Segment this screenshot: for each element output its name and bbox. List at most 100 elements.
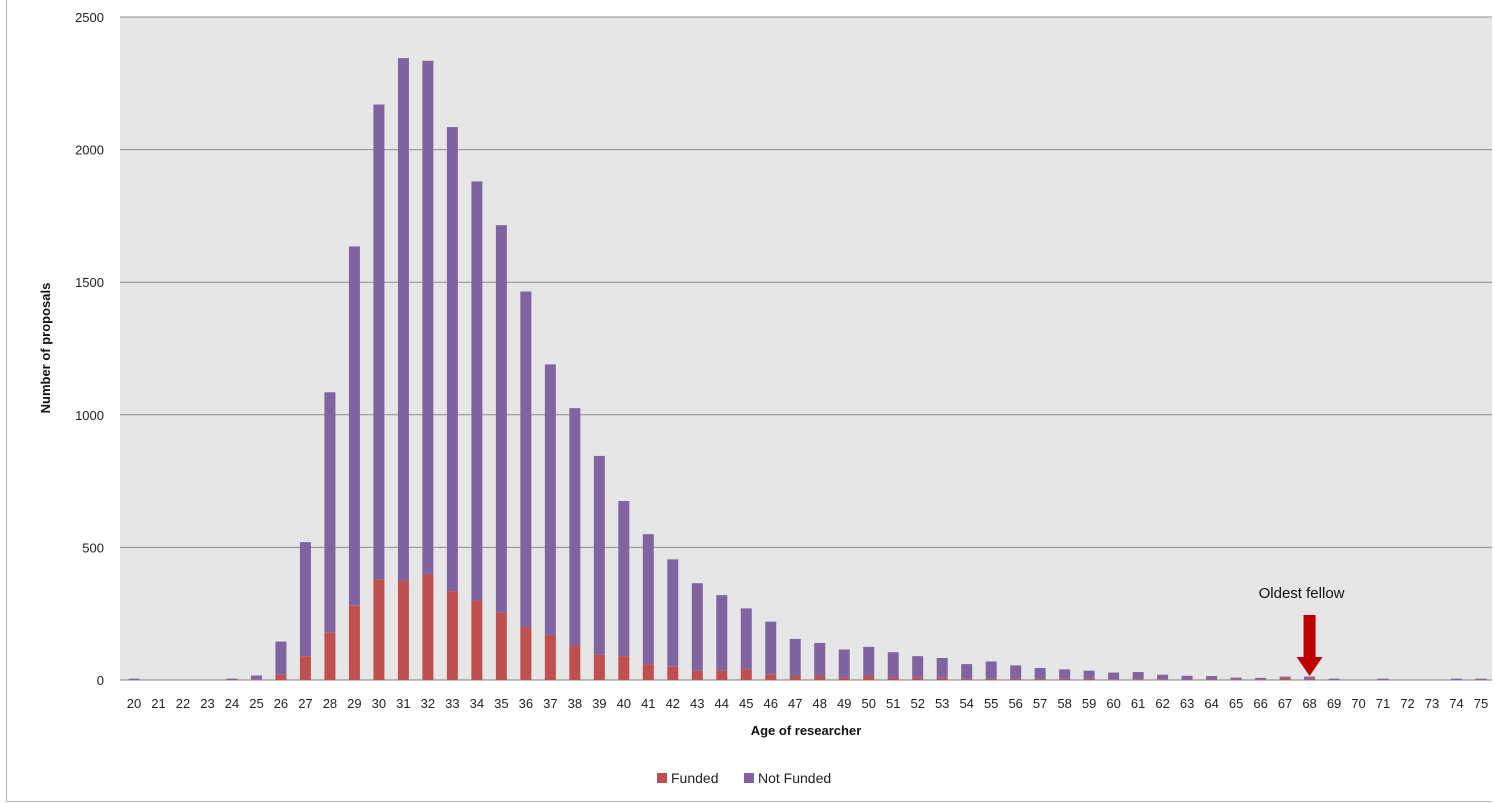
x-tick-label: 36 [519,696,533,711]
bar-not-funded-65 [1230,677,1242,680]
legend-label-not-funded: Not Funded [758,770,831,786]
legend-swatch-not-funded [744,773,754,783]
annotation: Oldest fellow [1259,585,1345,676]
x-tick-label: 67 [1278,696,1292,711]
bar-funded-25 [250,679,262,680]
bar-funded-30 [373,579,385,680]
y-tick-label: 1500 [75,275,104,290]
bar-not-funded-50 [863,646,875,677]
bar-not-funded-46 [765,621,777,675]
x-tick-label: 70 [1351,696,1365,711]
x-tick-label: 60 [1106,696,1120,711]
bar-funded-48 [814,676,826,680]
bar-not-funded-56 [1010,665,1022,679]
x-tick-label: 64 [1204,696,1218,711]
x-axis-title: Age of researcher [751,723,862,738]
bar-funded-59 [1083,678,1095,680]
bar-not-funded-68 [1304,676,1316,679]
bar-not-funded-54 [961,664,973,679]
bar-funded-65 [1230,679,1242,680]
x-tick-label: 75 [1474,696,1488,711]
x-tick-label: 25 [249,696,263,711]
bar-funded-29 [348,605,360,680]
x-tick-label: 26 [274,696,288,711]
chart-frame [6,0,1492,802]
bar-funded-53 [936,677,948,680]
bar-funded-39 [593,654,605,680]
bar-funded-33 [446,591,458,680]
bar-not-funded-69 [1328,678,1340,680]
bar-funded-31 [397,580,409,680]
bar-not-funded-66 [1255,677,1267,680]
bar-not-funded-57 [1034,668,1046,679]
x-tick-label: 42 [666,696,680,711]
bar-not-funded-47 [789,638,801,677]
y-tick-labels: 0 500 1000 1500 2000 2500 [75,10,104,688]
x-tick-label: 37 [543,696,557,711]
bar-funded-43 [691,670,703,680]
bar-not-funded-62 [1157,674,1169,680]
x-tick-label: 38 [568,696,582,711]
x-tick-label: 59 [1082,696,1096,711]
bar-not-funded-31 [397,58,409,581]
x-tick-label: 33 [445,696,459,711]
x-tick-label: 39 [592,696,606,711]
bar-funded-52 [912,677,924,680]
bar-funded-66 [1255,679,1267,680]
legend-swatch-funded [657,773,667,783]
bar-not-funded-59 [1083,670,1095,679]
bar-not-funded-43 [691,583,703,671]
bar-funded-36 [520,626,532,680]
bar-not-funded-48 [814,642,826,677]
y-axis-title: Number of proposals [38,283,53,414]
bar-funded-46 [765,674,777,680]
x-tick-label: 21 [151,696,165,711]
bar-not-funded-38 [569,408,581,646]
bar-not-funded-35 [495,225,507,613]
bar-not-funded-33 [446,127,458,592]
y-tick-label: 1000 [75,408,104,423]
bar-not-funded-39 [593,455,605,655]
bar-not-funded-44 [716,595,728,671]
bar-not-funded-58 [1059,669,1071,679]
bar-funded-40 [618,656,630,680]
x-tick-label: 27 [298,696,312,711]
bar-funded-26 [275,674,287,680]
bar-not-funded-51 [887,652,899,678]
x-tick-label: 54 [959,696,973,711]
bar-not-funded-67 [1279,676,1291,678]
x-tick-label: 30 [372,696,386,711]
x-tick-label: 71 [1376,696,1390,711]
bar-funded-47 [789,676,801,680]
bar-not-funded-30 [373,104,385,580]
bar-funded-34 [471,600,483,680]
bar-funded-54 [961,678,973,680]
bar-not-funded-24 [226,678,238,680]
bar-not-funded-34 [471,181,483,601]
bar-funded-58 [1059,678,1071,680]
oldest-fellow-label: Oldest fellow [1259,585,1345,602]
bar-funded-55 [985,678,997,680]
x-tick-label: 28 [323,696,337,711]
x-tick-label: 74 [1449,696,1463,711]
bar-not-funded-63 [1181,675,1193,680]
y-tick-label: 500 [82,540,104,555]
bar-not-funded-41 [642,534,654,665]
bar-funded-68 [1304,678,1316,680]
x-tick-label: 56 [1008,696,1022,711]
x-tick-label: 43 [690,696,704,711]
x-tick-label: 62 [1155,696,1169,711]
x-tick-label: 41 [641,696,655,711]
bar-not-funded-49 [838,649,850,678]
bar-not-funded-42 [667,559,679,667]
x-tick-label: 34 [470,696,484,711]
x-tick-label: 49 [837,696,851,711]
x-tick-label: 29 [347,696,361,711]
bar-funded-37 [544,634,556,680]
down-arrow-icon [1296,615,1323,676]
x-tick-label: 23 [200,696,214,711]
x-tick-label: 22 [176,696,190,711]
x-tick-label: 40 [617,696,631,711]
x-tick-label: 24 [225,696,239,711]
